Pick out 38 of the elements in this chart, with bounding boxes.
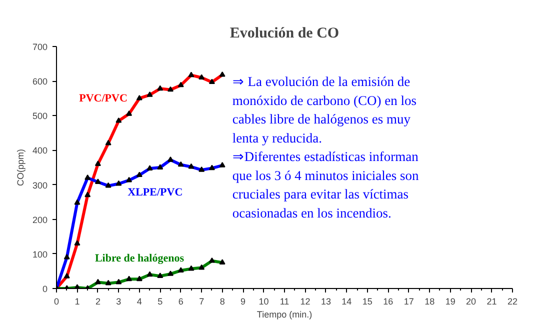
x-tick-label: 16 [383, 296, 394, 306]
annotation: ⇒ La evolución de la emisión de monóxido de carbono (CO) en los cables libre de halógenos es muy lenta y reducida. ⇒Diferentes estadísticas informan que los 3 ó 4 minutos iniciales son cruciales para evitar las víctimas ocasionadas en los incendios. [232, 74, 420, 220]
x-tick-label: 1 [74, 296, 80, 306]
series-label: PVC/PVC [79, 92, 128, 104]
x-tick-label: 20 [466, 296, 476, 306]
x-tick-label: 6 [178, 296, 184, 306]
x-tick-label: 8 [220, 296, 225, 306]
x-tick-label: 7 [199, 296, 204, 306]
x-tick-label: 22 [507, 296, 518, 306]
x-tick-label: 9 [240, 296, 246, 306]
x-tick-label: 11 [280, 296, 290, 306]
x-tick-label: 3 [116, 296, 122, 306]
y-tick-label: 700 [32, 42, 48, 52]
y-tick-label: 100 [32, 249, 48, 260]
x-tick-label: 12 [300, 296, 310, 306]
x-tick-label: 0 [54, 296, 60, 306]
x-tick-label: 15 [362, 296, 372, 306]
y-tick-label: 500 [32, 111, 48, 122]
x-tick-label: 17 [404, 296, 414, 306]
y-tick-label: 0 [42, 284, 48, 294]
x-tick-label: 10 [258, 296, 269, 306]
y-tick-label: 300 [32, 180, 48, 190]
x-tick-label: 18 [424, 296, 435, 306]
x-tick-label: 5 [158, 296, 163, 306]
x-tick-label: 14 [342, 296, 352, 306]
x-tick-label: 19 [445, 296, 456, 306]
x-axis-title: Tiempo (min.) [256, 310, 312, 320]
x-tick-label: 13 [320, 296, 331, 306]
x-tick-label: 21 [486, 296, 497, 306]
y-tick-label: 600 [32, 76, 48, 87]
series-label: Libre de halógenos [94, 252, 185, 264]
x-tick-label: 4 [136, 296, 142, 306]
chart-title: Evolución de CO [230, 26, 340, 42]
x-tick-label: 2 [95, 296, 100, 306]
y-axis-title: CO(ppm) [15, 148, 26, 186]
series-label: XLPE/PVC [128, 186, 183, 198]
y-tick-label: 400 [32, 146, 48, 156]
y-tick-label: 200 [32, 214, 48, 225]
